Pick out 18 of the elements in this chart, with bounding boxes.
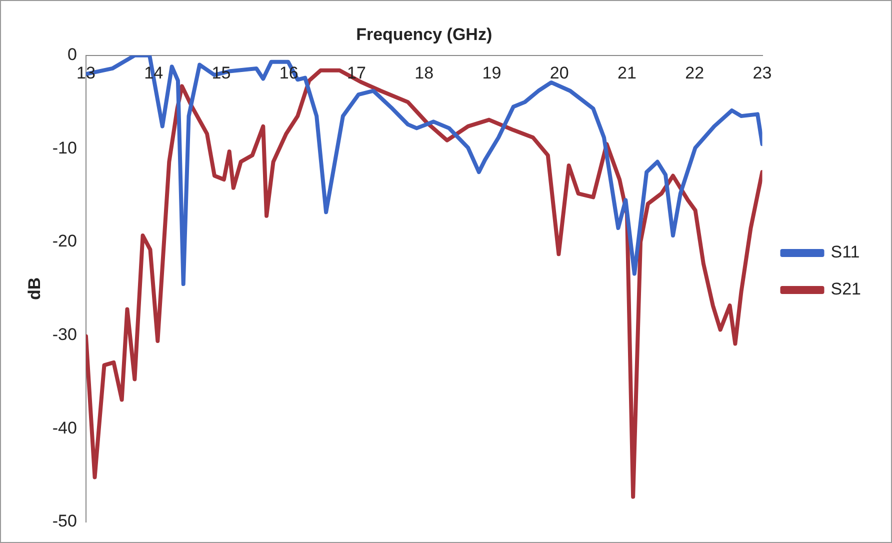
y-tick-label: -20 (52, 232, 77, 251)
y-tick-label: -40 (52, 418, 77, 438)
y-tick-label: -30 (52, 325, 77, 344)
legend-label: S11 (830, 242, 860, 262)
y-tick-label: -50 (52, 512, 77, 531)
x-tick-label: 21 (618, 64, 636, 83)
legend-label: S21 (830, 280, 861, 299)
x-tick-label: 17 (347, 64, 366, 83)
y-tick-label: 0 (68, 45, 77, 64)
x-tick-label: 18 (414, 64, 434, 83)
x-tick-label: 20 (550, 64, 569, 83)
y-axis-title: dB (24, 277, 44, 300)
x-tick-label: 22 (685, 64, 704, 83)
x-tick-label: 19 (482, 64, 502, 83)
x-axis-title: Frequency (GHz) (356, 24, 492, 44)
x-tick-label: 23 (752, 64, 772, 83)
x-tick-label: 13 (76, 64, 96, 83)
y-tick-label: -10 (52, 138, 77, 158)
